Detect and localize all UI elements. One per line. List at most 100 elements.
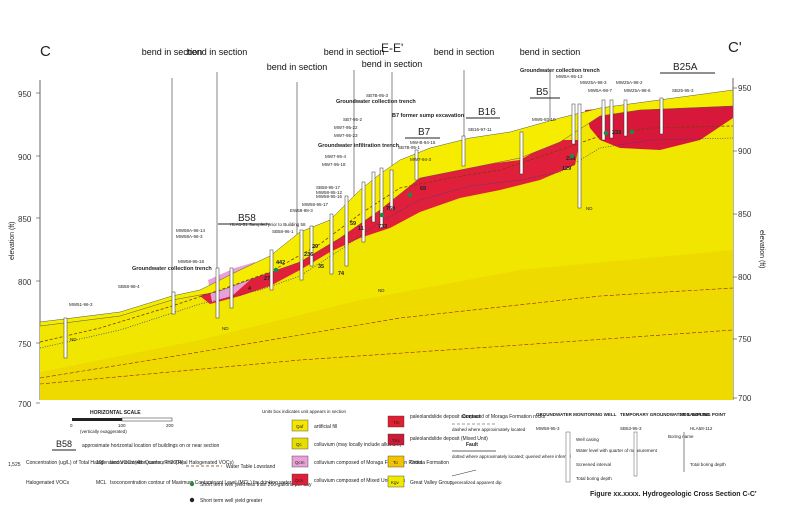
bend-label-2: bend in section [187, 47, 248, 57]
well-label: SB25-95-3 [672, 88, 694, 93]
elev-right-950: 950 [738, 84, 752, 93]
svg-text:SOIL BORING: SOIL BORING [680, 412, 710, 417]
nd-label: ND [70, 337, 77, 342]
svg-text:100: 100 [96, 460, 105, 466]
well-label: SB16-97-11 [468, 127, 492, 132]
building-b7: B7 [418, 127, 431, 138]
building-markers: B58 B16 B5 B25A B7 [218, 62, 715, 225]
svg-text:Qcs: Qcs [295, 478, 304, 483]
svg-text:dashed where approximately loc: dashed where approximately located [452, 427, 526, 432]
svg-text:TEMPORARY GROUNDWATER SAMPLING: TEMPORARY GROUNDWATER SAMPLING POINT [620, 412, 726, 417]
svg-text:Isoconcentration contour line: Isoconcentration contour line (Total Hal… [110, 460, 234, 466]
bend-label-5: bend in section [362, 59, 423, 69]
conc-label: 11 [358, 226, 364, 232]
well-label: SB7B-95-3 [366, 93, 389, 98]
right-axis-title: elevation (ft) [758, 230, 765, 269]
gw-trench-left: Groundwater collection trench [132, 266, 212, 272]
well-label: MW7-95-23 [334, 133, 358, 138]
elev-left-950: 950 [18, 90, 32, 99]
svg-text:Qc: Qc [296, 442, 303, 447]
well-label: MW25A-98-6 [624, 88, 651, 93]
building-b58: B58 [238, 213, 256, 224]
gw-trench-right: Groundwater collection trench [520, 68, 600, 74]
svg-text:Fault: Fault [466, 442, 478, 448]
nd-label: ND [586, 206, 593, 211]
svg-text:artificial fill: artificial fill [314, 424, 337, 430]
conc-label: 129 [562, 166, 571, 172]
svg-text:paleolandslide deposit compose: paleolandslide deposit composed of Morag… [410, 414, 546, 420]
well-label: MW5A-98-7 [588, 88, 613, 93]
well-label: MW7-95-4 [325, 154, 347, 159]
legend: HORIZONTAL SCALE 0 100 200 (vertically e… [8, 409, 757, 504]
conc-label: 733 [378, 224, 387, 230]
well-label: SB58-96-1 [272, 229, 294, 234]
elev-right-850: 850 [738, 210, 752, 219]
section-end-label: C' [728, 39, 742, 56]
svg-text:MCL: MCL [96, 480, 107, 486]
well-label: MW58-95-16 [316, 194, 343, 199]
hlas-note: HLA1-51 Sampled prior to Building 58 [230, 222, 306, 227]
well-label: SB58-98-4 [118, 284, 140, 289]
bend-labels: bend in section bend in section bend in … [142, 47, 581, 72]
elev-left-900: 900 [18, 153, 32, 162]
svg-text:Units box indicates unit appea: Units box indicates unit appears in sect… [262, 409, 347, 414]
well-label: MW51-96-3 [69, 302, 93, 307]
svg-text:colluvium composed of Mixed Un: colluvium composed of Mixed Unit Rocks [314, 478, 406, 484]
conc-label: 442 [276, 260, 285, 266]
svg-text:0: 0 [70, 423, 73, 428]
elev-right-750: 750 [738, 335, 752, 344]
well-columns [63, 97, 664, 359]
svg-text:Total boring depth: Total boring depth [576, 476, 612, 481]
svg-text:dotted where approximately loc: dotted where approximately located; quer… [452, 454, 571, 459]
bend-label-1: bend in section [142, 47, 203, 57]
left-axis-title: elevation (ft) [9, 221, 16, 260]
conc-label: 74 [338, 271, 345, 277]
conc-label: 59 [350, 221, 356, 227]
svg-text:B58: B58 [56, 439, 72, 449]
svg-text:Total boring depth: Total boring depth [690, 462, 726, 467]
bend-label-3: bend in section [267, 62, 328, 72]
svg-text:1,525: 1,525 [8, 462, 21, 468]
svg-text:SB53-95-3: SB53-95-3 [620, 426, 642, 431]
well-yield-dots [273, 129, 635, 273]
conc-label: 35 [318, 264, 324, 270]
well-label: MW-B-94-15 [410, 140, 436, 145]
well-label: MW58-95-12 [316, 190, 343, 195]
svg-text:colluvium (may locally include: colluvium (may locally include alluvium) [314, 442, 402, 448]
svg-text:Concentration (ug/L) of Total: Concentration (ug/L) of Total Halogenate… [26, 460, 184, 466]
svg-text:Water Table Lowstand: Water Table Lowstand [226, 464, 275, 470]
nd-label: ND [222, 326, 229, 331]
svg-text:Great Valley Group: Great Valley Group [410, 480, 453, 486]
svg-text:Halogenated VOCs: Halogenated VOCs [26, 480, 70, 486]
bend-label-6: bend in section [434, 47, 495, 57]
right-elevation-ticks: 950 900 850 800 750 700 [738, 84, 752, 403]
section-start-label: C [40, 43, 51, 60]
elev-left-700: 700 [18, 400, 32, 409]
svg-text:Qcm: Qcm [295, 460, 305, 465]
well-label: SB58-95-17 [316, 185, 341, 190]
svg-text:GROUNDWATER MONITORING WELL: GROUNDWATER MONITORING WELL [536, 412, 617, 417]
conc-label: 27 [264, 276, 270, 282]
elev-right-700: 700 [738, 394, 752, 403]
well-label: MW25A-98-2 [616, 80, 643, 85]
bend-label-7: bend in section [520, 47, 581, 57]
well-label: MW7-95-22 [334, 125, 358, 130]
svg-text:200: 200 [166, 423, 174, 428]
svg-text:Kgv: Kgv [391, 480, 400, 485]
svg-text:Short term well yield less tha: Short term well yield less than 200 gall… [200, 482, 312, 488]
svg-text:Water level with quarter of me: Water level with quarter of measurement [576, 448, 658, 453]
annotations: Groundwater collection trench Groundwate… [70, 68, 600, 342]
well-label: MW5A-95-13 [556, 74, 583, 79]
gw-trench-mid: Groundwater collection trench [336, 99, 416, 105]
left-elevation-ticks: 950 900 850 800 750 700 [18, 90, 32, 409]
well-label: MW58A-96-14 [176, 228, 206, 233]
svg-text:Short term well yield greater: Short term well yield greater [200, 498, 263, 504]
well-label: SB7B-95-1 [398, 145, 421, 150]
concentration-labels: 442 733 238 59 11 29 236 233 129 760 69 … [248, 130, 621, 292]
ee-label: E-E' [381, 41, 403, 55]
scale-title: HORIZONTAL SCALE [90, 410, 141, 416]
well-label: MW5-93-10 [532, 117, 556, 122]
bend-label-4: bend in section [324, 47, 385, 57]
well-label: SB7-95-2 [343, 117, 363, 122]
